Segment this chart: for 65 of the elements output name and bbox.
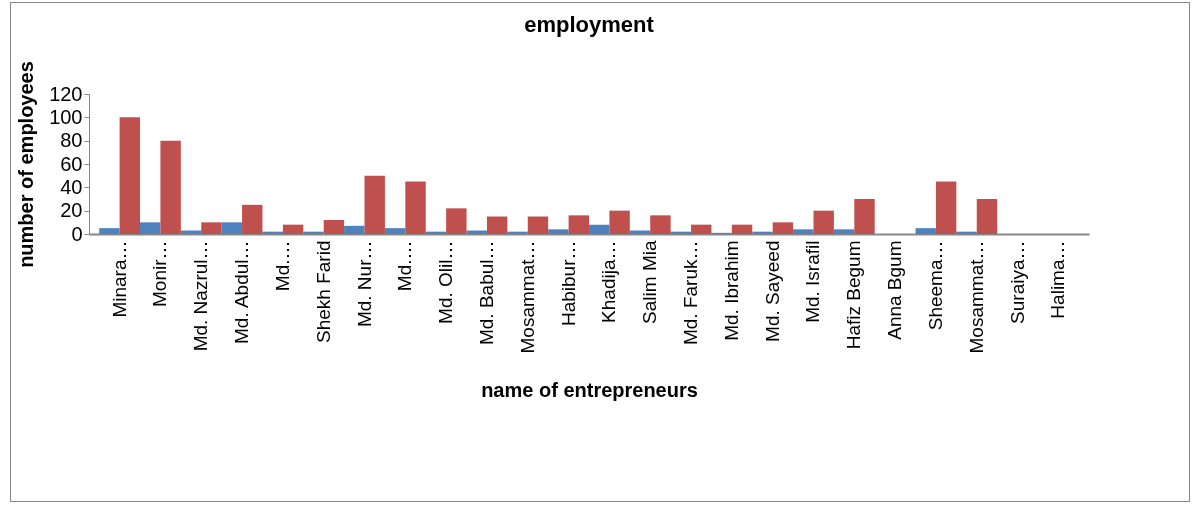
- bar: [344, 225, 365, 234]
- bar: [772, 222, 794, 234]
- bar: [976, 199, 998, 234]
- bar: [364, 175, 385, 234]
- bar: [568, 215, 589, 234]
- x-tick-label: Md. Babul…: [475, 240, 497, 346]
- bar: [384, 228, 406, 234]
- x-tick-label: Md. Abdul…: [231, 240, 253, 344]
- bar: [854, 199, 875, 234]
- bar: [609, 210, 630, 234]
- x-tick-label: Halima…: [1047, 240, 1069, 319]
- bar: [650, 215, 671, 234]
- x-tick-label: Shekh Farid: [312, 240, 334, 343]
- x-tick-label: Md.…: [394, 240, 416, 292]
- x-tick-label: Md.…: [271, 240, 293, 292]
- x-tick-label: Md. Ibrahim: [720, 240, 742, 341]
- x-tick-label: Md. Nazrul…: [190, 240, 212, 352]
- x-tick-label: Md. Olil…: [435, 240, 457, 324]
- y-axis-title: number of employees: [15, 61, 38, 268]
- bar: [140, 222, 161, 234]
- bar: [548, 229, 569, 234]
- x-tick-label: Sheema…: [924, 240, 946, 331]
- x-tick-label: Habibur…: [557, 240, 579, 327]
- x-axis-title: name of entrepreneurs: [481, 379, 698, 402]
- bar: [201, 222, 222, 234]
- x-tick-label: Md. Nur…: [353, 240, 375, 328]
- x-tick-label: Md. Faruk…: [680, 240, 702, 346]
- x-tick-label: Khadija…: [598, 240, 620, 323]
- x-tick-label: Mosammat…: [965, 240, 987, 354]
- x-tick-label: Minara…: [108, 240, 130, 318]
- bar: [527, 216, 549, 234]
- bar: [833, 229, 855, 234]
- bar: [282, 224, 304, 234]
- y-tick-label: 100: [49, 105, 83, 128]
- y-tick-label: 60: [60, 152, 83, 175]
- bar: [691, 224, 712, 234]
- y-tick-label: 20: [60, 199, 83, 222]
- x-tick-label: Md. Sayeed: [761, 240, 783, 342]
- bar: [813, 210, 834, 234]
- bar: [915, 228, 936, 234]
- bar: [323, 220, 345, 234]
- y-tick-label: 40: [60, 175, 83, 198]
- x-tick-label: Suraiya…: [1006, 240, 1028, 324]
- x-tick-label: Anna Bgum: [884, 240, 906, 340]
- y-tick-label: 0: [71, 222, 83, 245]
- bar: [793, 229, 814, 234]
- x-tick-label: Hafiz Begum: [843, 240, 865, 350]
- x-tick-label: Monir…: [149, 240, 171, 308]
- bar: [99, 228, 120, 234]
- bar: [446, 208, 467, 234]
- y-tick-label: 120: [49, 82, 83, 105]
- bar: [486, 216, 508, 234]
- x-tick-label: Md. Israfil: [802, 240, 824, 323]
- x-tick-label: Salim Mia: [639, 240, 661, 324]
- x-tick-label: Mosammat…: [516, 240, 538, 354]
- bar: [589, 224, 610, 234]
- bar: [160, 140, 181, 234]
- bar: [242, 204, 263, 234]
- y-tick-label: 80: [60, 129, 83, 152]
- bar: [935, 181, 957, 234]
- bar: [221, 222, 243, 234]
- bar: [119, 117, 141, 234]
- bar: [731, 224, 753, 234]
- bar: [405, 181, 426, 234]
- chart-title: employment: [524, 11, 655, 37]
